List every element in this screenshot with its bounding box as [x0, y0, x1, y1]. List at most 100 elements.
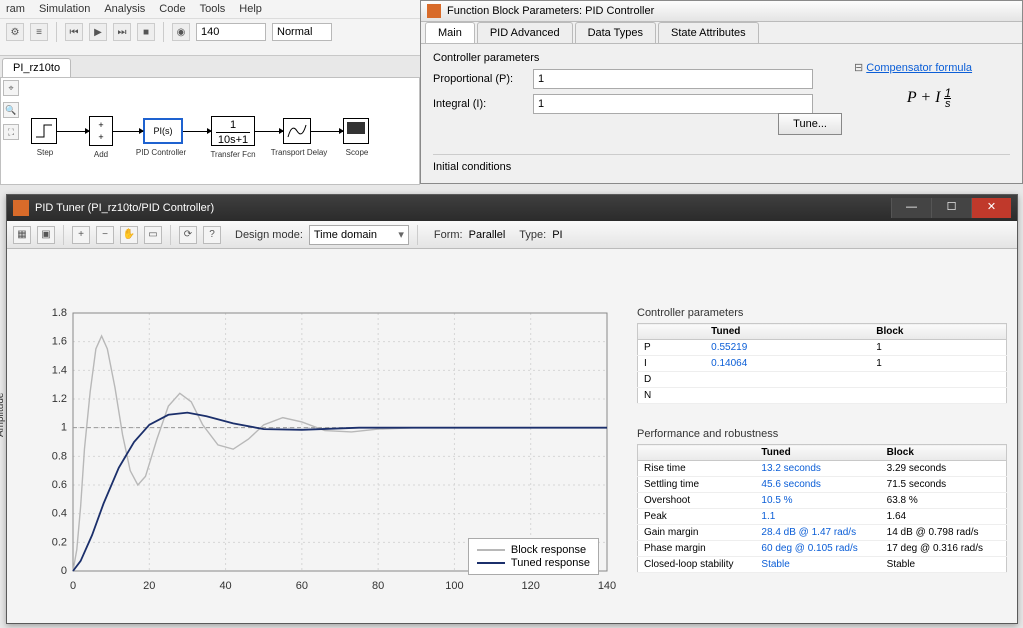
i-label: Integral (I):	[433, 98, 533, 110]
svg-text:40: 40	[219, 580, 231, 592]
y-axis-label: Amplitude	[0, 393, 6, 437]
step-label: Step	[15, 148, 75, 157]
svg-text:60: 60	[296, 580, 308, 592]
ctrl-params-title: Controller parameters	[637, 307, 1007, 319]
menu-bar: ram Simulation Analysis Code Tools Help	[0, 0, 420, 18]
help-icon[interactable]: ?	[203, 226, 221, 244]
tab-main[interactable]: Main	[425, 22, 475, 43]
signal-arrow	[183, 131, 211, 132]
data-cursor-icon[interactable]: ▭	[144, 226, 162, 244]
minimize-button[interactable]: —	[891, 198, 931, 218]
model-canvas[interactable]: ⌖ 🔍 ⛶ Step ++ Add PI(s) PID Controller 1…	[0, 77, 420, 185]
dialog-tabs: Main PID Advanced Data Types State Attri…	[421, 22, 1022, 44]
sim-time-field[interactable]	[196, 23, 266, 41]
play-icon[interactable]: ▶	[89, 23, 107, 41]
pid-block[interactable]: PI(s)	[143, 118, 183, 144]
menu-item[interactable]: Analysis	[104, 3, 145, 15]
p-label: Proportional (P):	[433, 73, 533, 85]
canvas-tools: ⌖ 🔍 ⛶	[3, 80, 21, 140]
explorer-icon[interactable]: ⌖	[3, 80, 19, 96]
signal-arrow	[311, 131, 343, 132]
sim-mode-field[interactable]	[272, 23, 332, 41]
design-mode-label: Design mode:	[235, 229, 303, 241]
tab-data-types[interactable]: Data Types	[575, 22, 656, 43]
list-icon[interactable]: ≡	[30, 23, 48, 41]
delay-block[interactable]	[283, 118, 311, 144]
pid-label: PID Controller	[131, 148, 191, 157]
form-value: Parallel	[469, 229, 506, 241]
i-input[interactable]	[533, 94, 813, 114]
dialog-titlebar[interactable]: Function Block Parameters: PID Controlle…	[421, 1, 1022, 22]
pan-icon[interactable]: ✋	[120, 226, 138, 244]
tuner-title: PID Tuner (PI_rz10to/PID Controller)	[35, 202, 214, 214]
chart-legend: Block response Tuned response	[468, 538, 599, 575]
tf-label: Transfer Fcn	[203, 150, 263, 159]
record-icon[interactable]: ◉	[172, 23, 190, 41]
svg-text:1: 1	[61, 422, 67, 434]
compensator-formula: ⊟ Compensator formula P + I 1s	[854, 61, 1004, 109]
zoom-icon[interactable]: 🔍	[3, 102, 19, 118]
signal-arrow	[113, 131, 143, 132]
type-label: Type:	[519, 229, 546, 241]
menu-item[interactable]: ram	[6, 3, 25, 15]
tune-button[interactable]: Tune...	[778, 113, 842, 135]
axes-icon[interactable]: ▣	[37, 226, 55, 244]
svg-text:0.4: 0.4	[52, 508, 67, 520]
plot-icon[interactable]: ▦	[13, 226, 31, 244]
menu-item[interactable]: Simulation	[39, 3, 90, 15]
zoom-in-icon[interactable]: +	[72, 226, 90, 244]
signal-arrow	[255, 131, 283, 132]
form-label: Form:	[434, 229, 463, 241]
svg-text:0.8: 0.8	[52, 450, 67, 462]
svg-text:1.2: 1.2	[52, 393, 67, 405]
svg-text:120: 120	[522, 580, 540, 592]
step-block[interactable]	[31, 118, 57, 144]
initial-conditions-heading: Initial conditions	[433, 154, 1010, 173]
tuner-toolbar: ▦ ▣ + − ✋ ▭ ⟳ ? Design mode: Time domain…	[7, 221, 1017, 249]
svg-text:140: 140	[598, 580, 616, 592]
fit-icon[interactable]: ⛶	[3, 124, 19, 140]
step-fwd-icon[interactable]: ⏭	[113, 23, 131, 41]
gear-icon[interactable]: ⚙	[6, 23, 24, 41]
pid-tuner-window: PID Tuner (PI_rz10to/PID Controller) — ☐…	[6, 194, 1018, 624]
tab-state-attributes[interactable]: State Attributes	[658, 22, 759, 43]
type-value: PI	[552, 229, 562, 241]
svg-text:20: 20	[143, 580, 155, 592]
sum-block[interactable]: ++	[89, 116, 113, 146]
svg-text:0.2: 0.2	[52, 536, 67, 548]
tf-block[interactable]: 110s+1	[211, 116, 255, 146]
maximize-button[interactable]: ☐	[931, 198, 971, 218]
parameters-panel: Controller parameters TunedBlockP0.55219…	[637, 307, 1007, 613]
svg-text:0: 0	[61, 565, 67, 577]
scope-label: Scope	[327, 148, 387, 157]
tuner-titlebar[interactable]: PID Tuner (PI_rz10to/PID Controller) — ☐…	[7, 195, 1017, 221]
signal-arrow	[57, 131, 89, 132]
ctrl-params-table: TunedBlockP0.552191I0.140641DN	[637, 323, 1007, 404]
simulink-window-top: ram Simulation Analysis Code Tools Help …	[0, 0, 420, 56]
response-chart[interactable]: Amplitude 02040608010012014000.20.40.60.…	[17, 307, 617, 607]
step-back-icon[interactable]: ⏮	[65, 23, 83, 41]
delay-label: Transport Delay	[267, 148, 331, 157]
add-label: Add	[71, 150, 131, 159]
svg-text:80: 80	[372, 580, 384, 592]
matlab-icon	[13, 200, 29, 216]
legend-tuned: Tuned response	[511, 557, 590, 569]
compensator-link[interactable]: Compensator formula	[866, 62, 972, 74]
svg-text:0.6: 0.6	[52, 479, 67, 491]
simulink-icon	[427, 4, 441, 18]
zoom-out-icon[interactable]: −	[96, 226, 114, 244]
p-input[interactable]	[533, 69, 813, 89]
formula-math: P + I 1s	[854, 88, 1004, 109]
menu-item[interactable]: Tools	[200, 3, 226, 15]
dialog-title: Function Block Parameters: PID Controlle…	[447, 5, 654, 17]
model-tab[interactable]: PI_rz10to	[2, 58, 71, 77]
design-mode-select[interactable]: Time domain	[309, 225, 409, 245]
menu-item[interactable]: Code	[159, 3, 185, 15]
perf-title: Performance and robustness	[637, 428, 1007, 440]
tab-pid-advanced[interactable]: PID Advanced	[477, 22, 573, 43]
scope-block[interactable]	[343, 118, 369, 144]
refresh-icon[interactable]: ⟳	[179, 226, 197, 244]
close-button[interactable]: ✕	[971, 198, 1011, 218]
stop-icon[interactable]: ■	[137, 23, 155, 41]
menu-item[interactable]: Help	[239, 3, 262, 15]
